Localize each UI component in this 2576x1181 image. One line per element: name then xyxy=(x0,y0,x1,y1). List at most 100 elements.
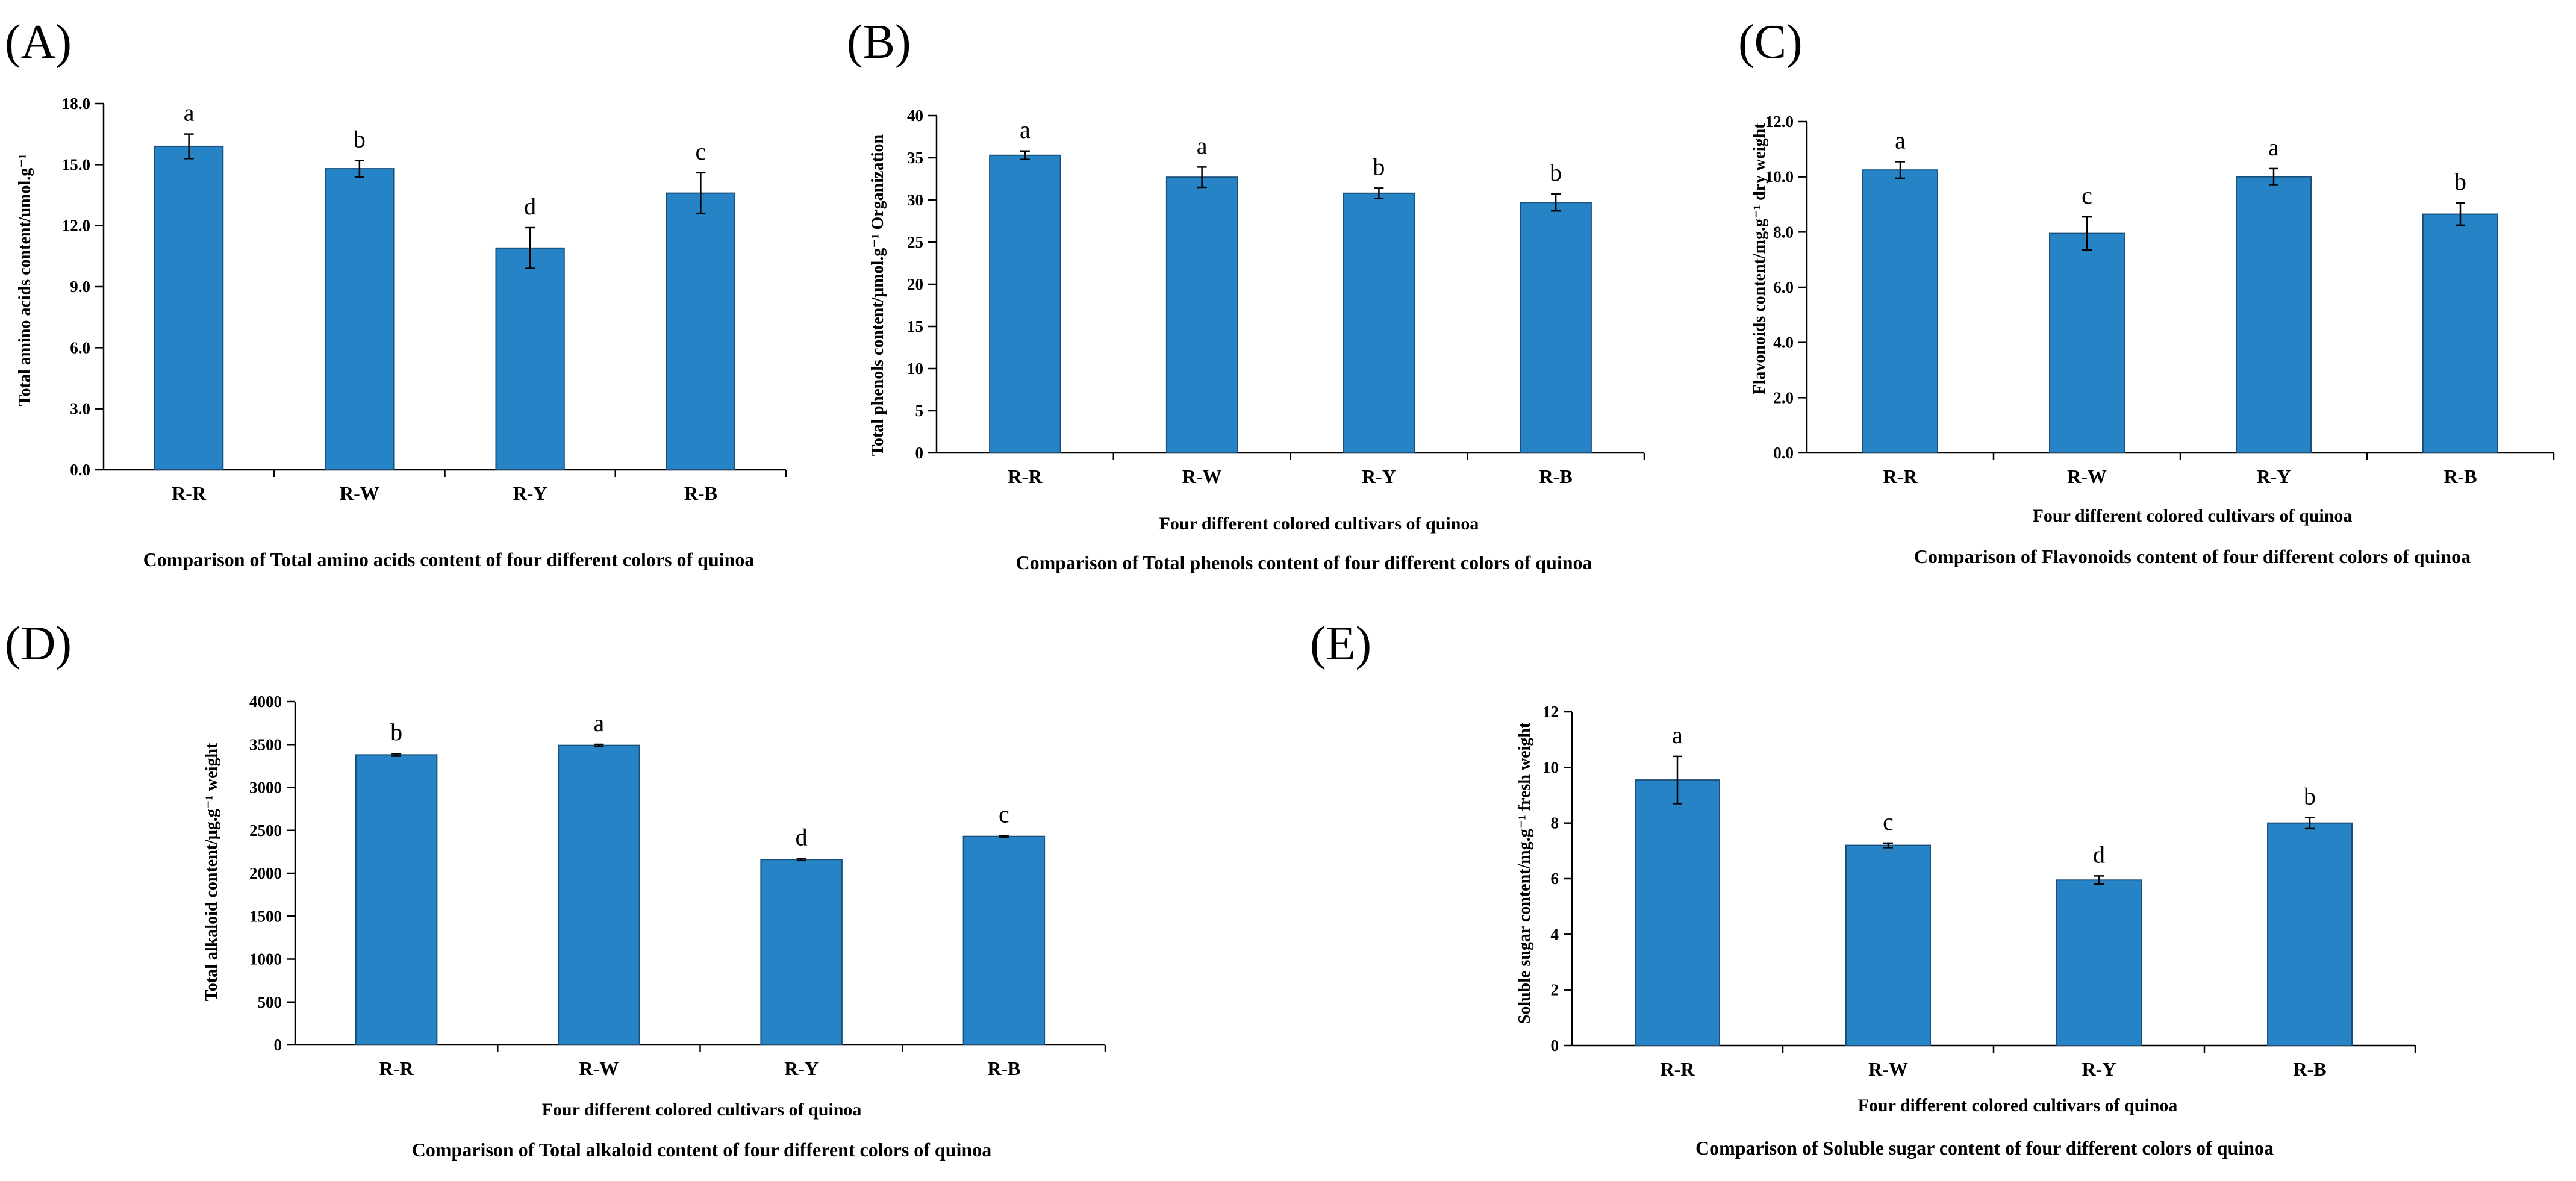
panel-a: (A) Total amino acids content/umol.g⁻¹ 0… xyxy=(5,16,787,570)
chart4-significance-letter: d xyxy=(2093,841,2105,868)
chart1-y-tick-label: 25 xyxy=(907,233,923,251)
chart2-bar xyxy=(2049,232,2125,453)
panel-e-x-axis-label: Four different colored cultivars of quin… xyxy=(1858,1095,2178,1115)
chart1-y-tick-label: 5 xyxy=(915,402,924,420)
panel-c-x-axis-label: Four different colored cultivars of quin… xyxy=(2033,506,2353,526)
chart3-bar xyxy=(760,859,843,1045)
chart1-y-tick-label: 15 xyxy=(907,317,923,335)
chart0-category-label: R-Y xyxy=(513,482,547,504)
chart2-category-label: R-W xyxy=(2067,466,2107,487)
chart4-y-tick-label: 10 xyxy=(1542,758,1559,776)
chart1-bar xyxy=(1165,176,1238,453)
chart2-y-tick-label: 2.0 xyxy=(1773,388,1794,407)
chart1-y-tick-label: 30 xyxy=(907,191,923,209)
panel-b-y-axis-label: Total phenols content/μmol.g⁻¹ Organizat… xyxy=(869,134,887,456)
chart0-bar xyxy=(666,192,736,470)
panel-d-plot: 0 500 1000 1500 2000 2500 3000 3500 4000 b R-R a R-W… xyxy=(249,693,1106,1079)
chart2-category-label: R-B xyxy=(2443,466,2477,487)
chart4-significance-letter: c xyxy=(1883,808,1894,835)
chart3-y-tick-label: 2500 xyxy=(249,821,282,840)
panel-b-x-axis-label: Four different colored cultivars of quin… xyxy=(1159,514,1479,534)
chart3-y-tick-label: 2000 xyxy=(249,864,282,882)
chart1-category-label: R-B xyxy=(1539,466,1573,487)
chart4-category-label: R-Y xyxy=(2082,1058,2116,1080)
panel-e-letter: (E) xyxy=(1310,617,1371,670)
chart4-bar xyxy=(1845,844,1931,1046)
chart1-category-label: R-R xyxy=(1008,466,1043,487)
chart3-bar xyxy=(355,754,438,1045)
panel-c-caption: Comparison of Flavonoids content of four… xyxy=(1914,546,2471,567)
chart0-bar xyxy=(325,168,395,470)
chart0-y-tick-label: 3.0 xyxy=(70,400,90,418)
panel-e-plot: 0 2 4 6 8 10 12 a R-R c R-W d R-Y b R-B xyxy=(1542,703,2416,1080)
chart3-bar xyxy=(558,744,640,1046)
panel-a-y-axis-label: Total amino acids content/umol.g⁻¹ xyxy=(16,154,34,407)
panel-e-y-axis-label: Soluble sugar content/mg.g⁻¹ fresh weigh… xyxy=(1515,722,1534,1024)
chart1-bar xyxy=(1343,192,1415,453)
chart4-y-tick-label: 6 xyxy=(1551,870,1559,888)
chart1-significance-letter: a xyxy=(1020,116,1031,143)
chart2-significance-letter: a xyxy=(2268,134,2279,161)
chart4-significance-letter: b xyxy=(2304,782,2316,809)
chart3-y-tick-label: 500 xyxy=(258,993,282,1011)
chart4-significance-letter: a xyxy=(1672,721,1683,749)
chart1-category-label: R-W xyxy=(1182,466,1222,487)
panel-b-caption: Comparison of Total phenols content of f… xyxy=(1015,552,1592,573)
chart0-y-tick-label: 12.0 xyxy=(62,217,90,235)
chart2-bar xyxy=(1862,169,1938,453)
panel-d-letter: (D) xyxy=(5,617,72,670)
chart2-y-tick-label: 10.0 xyxy=(1765,168,1794,186)
chart4-category-label: R-B xyxy=(2293,1058,2326,1080)
panel-e-caption: Comparison of Soluble sugar content of f… xyxy=(1695,1137,2274,1159)
chart0-category-label: R-B xyxy=(684,482,717,504)
chart4-y-tick-label: 2 xyxy=(1551,981,1559,999)
chart2-bar xyxy=(2422,213,2498,453)
chart1-y-tick-label: 20 xyxy=(907,275,923,293)
chart0-bar xyxy=(495,247,565,470)
chart1-y-tick-label: 35 xyxy=(907,149,923,167)
chart4-category-label: R-R xyxy=(1661,1058,1695,1080)
chart1-significance-letter: b xyxy=(1550,159,1562,186)
chart1-y-tick-label: 0 xyxy=(915,444,924,462)
chart4-y-tick-label: 12 xyxy=(1542,703,1559,721)
chart1-significance-letter: b xyxy=(1373,153,1385,180)
panel-c-letter: (C) xyxy=(1738,16,1803,69)
chart0-category-label: R-W xyxy=(340,482,379,504)
panel-d: (D) Total alkaloid content/μg.g⁻¹ weight… xyxy=(5,617,1106,1161)
chart3-significance-letter: d xyxy=(796,823,808,850)
chart2-significance-letter: c xyxy=(2082,182,2092,209)
chart2-category-label: R-Y xyxy=(2257,466,2291,487)
chart2-y-tick-label: 6.0 xyxy=(1773,278,1794,296)
chart3-category-label: R-W xyxy=(579,1058,619,1079)
panel-d-x-axis-label: Four different colored cultivars of quin… xyxy=(542,1100,862,1120)
chart3-category-label: R-Y xyxy=(784,1058,819,1079)
chart3-category-label: R-B xyxy=(987,1058,1020,1079)
chart1-bar xyxy=(989,154,1061,453)
chart2-significance-letter: a xyxy=(1895,126,1906,154)
chart3-bar xyxy=(962,835,1046,1045)
chart4-bar xyxy=(2267,822,2353,1046)
chart0-y-tick-label: 0.0 xyxy=(70,461,90,479)
chart2-category-label: R-R xyxy=(1883,466,1918,487)
chart0-category-label: R-R xyxy=(172,482,207,504)
chart3-y-tick-label: 3000 xyxy=(249,779,282,797)
chart2-y-tick-label: 8.0 xyxy=(1773,223,1794,241)
chart4-bar xyxy=(2056,879,2142,1047)
panel-d-y-axis-label: Total alkaloid content/μg.g⁻¹ weight xyxy=(202,743,221,1001)
chart0-significance-letter: d xyxy=(524,193,536,220)
panel-c: (C) Flavonoids content/mg.g⁻¹ dry weight… xyxy=(1738,16,2555,567)
panel-a-caption: Comparison of Total amino acids content … xyxy=(143,549,755,570)
chart2-significance-letter: b xyxy=(2454,168,2466,195)
chart1-category-label: R-Y xyxy=(1362,466,1396,487)
chart3-y-tick-label: 3500 xyxy=(249,735,282,753)
chart3-y-tick-label: 4000 xyxy=(249,693,282,711)
chart1-bar xyxy=(1520,202,1592,453)
chart2-y-tick-label: 12.0 xyxy=(1765,113,1794,131)
chart4-y-tick-label: 4 xyxy=(1551,925,1559,943)
chart0-y-tick-label: 9.0 xyxy=(70,278,90,296)
panel-b: (B) Total phenols content/μmol.g⁻¹ Organ… xyxy=(847,16,1645,573)
chart0-y-tick-label: 18.0 xyxy=(62,95,90,113)
panel-b-letter: (B) xyxy=(847,16,911,69)
panel-a-plot: 0.0 3.0 6.0 9.0 12.0 15.0 18.0 a R-R b R-W d R-Y c R-B xyxy=(62,95,787,504)
chart3-significance-letter: a xyxy=(593,709,604,737)
